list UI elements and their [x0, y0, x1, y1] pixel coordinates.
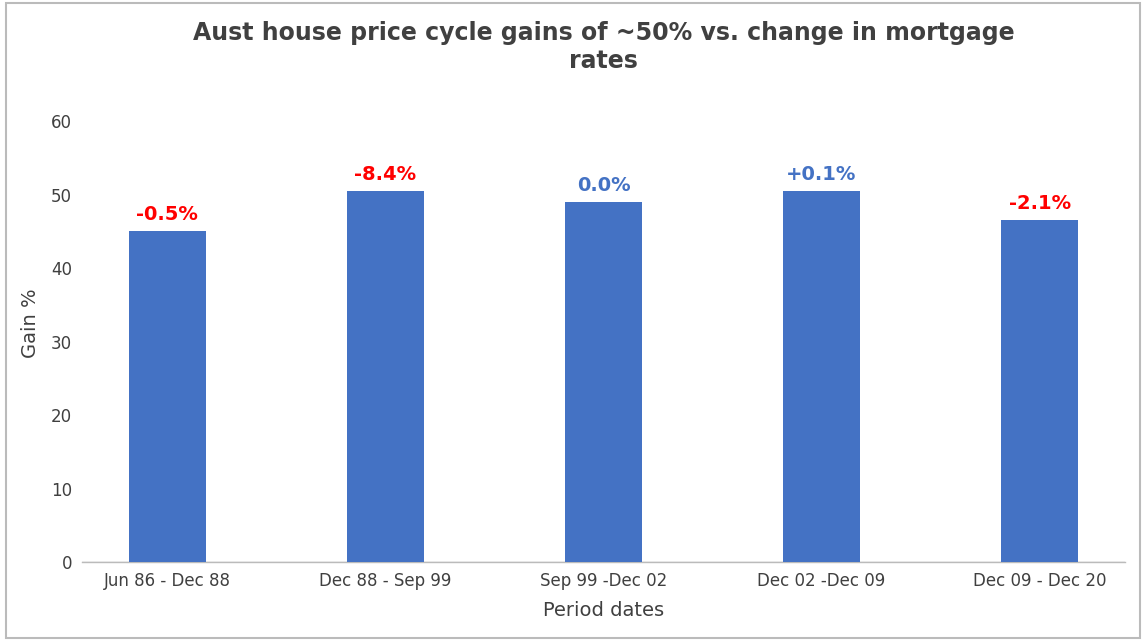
- Text: -8.4%: -8.4%: [354, 165, 416, 183]
- Title: Aust house price cycle gains of ~50% vs. change in mortgage
rates: Aust house price cycle gains of ~50% vs.…: [193, 21, 1014, 72]
- Text: +0.1%: +0.1%: [786, 165, 857, 183]
- Bar: [565, 202, 642, 562]
- Bar: [784, 191, 860, 562]
- Bar: [347, 191, 424, 562]
- Text: -2.1%: -2.1%: [1008, 194, 1070, 213]
- Y-axis label: Gain %: Gain %: [21, 288, 40, 358]
- Text: -0.5%: -0.5%: [136, 205, 198, 224]
- Bar: [129, 231, 205, 562]
- Text: 0.0%: 0.0%: [576, 176, 630, 195]
- Bar: [1002, 221, 1077, 562]
- X-axis label: Period dates: Period dates: [543, 601, 664, 620]
